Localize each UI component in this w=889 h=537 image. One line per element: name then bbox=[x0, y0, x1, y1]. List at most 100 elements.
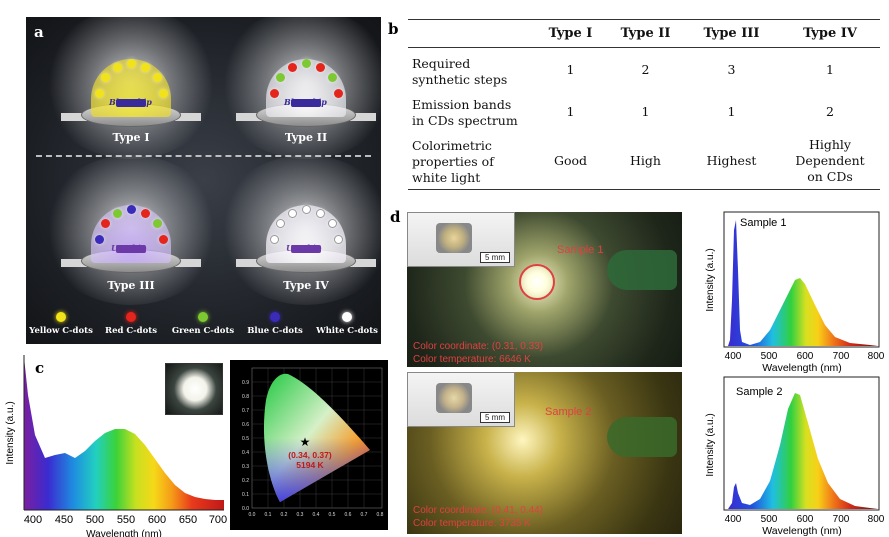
chip-label: Blue chip bbox=[284, 97, 327, 107]
cdots-legend: Yellow C-dots Red C-dots Green C-dots Bl… bbox=[26, 312, 381, 342]
spectrum-title: Sample 2 bbox=[736, 386, 782, 398]
table-cell: 1 bbox=[727, 103, 736, 119]
table-header: Type I bbox=[533, 19, 608, 48]
row-header: Required synthetic steps bbox=[412, 56, 508, 87]
table-row: Emission bands in CDs spectrum 1 1 1 2 bbox=[408, 91, 880, 132]
spectrum-xticks: 400 500 600 700 800 bbox=[725, 514, 885, 525]
panel-d-label: d bbox=[390, 208, 401, 226]
table-cell: 1 bbox=[566, 103, 575, 119]
color-temperature: Color temperature: 3735 K bbox=[413, 518, 531, 529]
glove bbox=[607, 417, 677, 457]
table-cell: Highest bbox=[683, 132, 780, 190]
xtick-label: 500 bbox=[86, 514, 104, 526]
cie-ytick: 0.8 bbox=[242, 394, 249, 400]
xtick-label: 650 bbox=[179, 514, 197, 526]
led-spot-circle bbox=[519, 264, 555, 300]
spectrum-xticks: 400 500 600 700 800 bbox=[725, 351, 885, 362]
xtick-label: 800 bbox=[868, 351, 885, 362]
cie-ytick: 0.9 bbox=[242, 380, 249, 386]
scale-bar: 5 mm bbox=[480, 252, 510, 263]
xtick-label: 600 bbox=[797, 351, 814, 362]
table-cell: Highly Dependent on CDs bbox=[780, 132, 880, 190]
type-4-label: Type IV bbox=[283, 279, 329, 292]
color-coordinate: Color coordinate: (0.41, 0.44) bbox=[413, 505, 544, 516]
panel-a-label: a bbox=[34, 23, 44, 41]
cie-yticks: 0.0 0.1 0.2 0.3 0.4 0.5 0.6 0.7 0.8 0.9 bbox=[242, 380, 249, 512]
panel-b-comparison-table: Type I Type II Type III Type IV Required… bbox=[400, 17, 880, 207]
type-1-label: Type I bbox=[112, 131, 150, 144]
panel-c-spectrum: c 400 450 500 550 600 650 bbox=[0, 355, 228, 537]
table-header: Type IV bbox=[780, 19, 880, 48]
y-axis-label: Intensity (a.u.) bbox=[705, 248, 716, 311]
xtick-label: 400 bbox=[725, 514, 742, 525]
legend-yellow: Yellow C-dots bbox=[26, 312, 96, 336]
sample-tag: Sample 1 bbox=[557, 244, 604, 256]
cie-ytick: 0.7 bbox=[242, 408, 249, 414]
cie-xtick: 0.0 bbox=[249, 512, 256, 518]
cie-xtick: 0.5 bbox=[329, 512, 336, 518]
table-header bbox=[408, 19, 533, 48]
xtick-label: 500 bbox=[761, 351, 778, 362]
cie-point-marker: ★ bbox=[300, 435, 311, 449]
cie-ytick: 0.2 bbox=[242, 478, 249, 484]
xtick-label: 500 bbox=[761, 514, 778, 525]
xtick-label: 400 bbox=[725, 351, 742, 362]
panel-c-label: c bbox=[35, 359, 45, 377]
table-row: Required synthetic steps 1 2 3 1 bbox=[408, 48, 880, 92]
cie-ytick: 0.0 bbox=[242, 506, 249, 512]
cie-xticks: 0.0 0.1 0.2 0.3 0.4 0.5 0.6 0.7 0.8 bbox=[249, 512, 384, 518]
panel-a-led-schematic: a Blue chip Type I Blue chip Type II bbox=[26, 17, 381, 344]
scale-bar: 5 mm bbox=[480, 412, 510, 423]
row-header: Emission bands in CDs spectrum bbox=[412, 97, 518, 128]
sample-2-spectrum-svg: Sample 2 400 500 600 700 800 Wavelength … bbox=[705, 376, 885, 537]
cie-ytick: 0.3 bbox=[242, 464, 249, 470]
led-photo-inset bbox=[165, 363, 223, 415]
table-cell: High bbox=[608, 132, 683, 190]
cie-point-label: (0.34, 0.37) bbox=[288, 450, 332, 460]
led-type-1: Blue chip bbox=[41, 17, 221, 159]
cie-xtick: 0.2 bbox=[281, 512, 288, 518]
xtick-label: 700 bbox=[833, 351, 850, 362]
table-row: Colorimetric properties of white light Goo… bbox=[408, 132, 880, 190]
legend-white: White C-dots bbox=[312, 312, 381, 336]
table-cell: 1 bbox=[641, 103, 650, 119]
led-photo-sample-1: 5 mm Sample 1 Color coordinate: (0.31, 0… bbox=[407, 212, 682, 367]
table-cell: 2 bbox=[826, 103, 834, 119]
table-cell: Good bbox=[533, 132, 608, 190]
spectrum-fill bbox=[728, 393, 878, 509]
x-axis-label: Wavelength (nm) bbox=[762, 525, 842, 537]
cie-ytick: 0.5 bbox=[242, 436, 249, 442]
xtick-label: 700 bbox=[833, 514, 850, 525]
xtick-label: 600 bbox=[797, 514, 814, 525]
color-temperature: Color temperature: 6646 K bbox=[413, 354, 531, 365]
led-type-3: UV chip bbox=[41, 155, 221, 305]
cie-xtick: 0.7 bbox=[361, 512, 368, 518]
row-header: Colorimetric properties of white light bbox=[408, 132, 533, 190]
y-axis-label: Intensity (a.u.) bbox=[5, 401, 16, 464]
dashed-divider bbox=[36, 155, 371, 157]
table-cell: 3 bbox=[727, 61, 736, 77]
panel-c-spectrum-svg: 400 450 500 550 600 650 700 Wavelength (… bbox=[5, 355, 227, 537]
xtick-label: 550 bbox=[117, 514, 135, 526]
y-axis-label: Intensity (a.u.) bbox=[705, 413, 716, 476]
chip-label: UV chip bbox=[111, 243, 147, 253]
sample-tag: Sample 2 bbox=[545, 406, 592, 418]
sample-2-spectrum: Sample 2 400 500 600 700 800 Wavelength … bbox=[700, 375, 885, 537]
legend-green: Green C-dots bbox=[168, 312, 238, 336]
cie-ytick: 0.6 bbox=[242, 422, 249, 428]
table-cell: 1 bbox=[566, 61, 575, 77]
legend-blue: Blue C-dots bbox=[240, 312, 310, 336]
type-2-label: Type II bbox=[284, 131, 328, 144]
cie-xtick: 0.3 bbox=[297, 512, 304, 518]
led-inset-photo: 5 mm bbox=[407, 212, 515, 267]
cie-xtick: 0.6 bbox=[345, 512, 352, 518]
cie-xtick: 0.4 bbox=[313, 512, 320, 518]
spectrum-fill bbox=[24, 357, 224, 510]
glove bbox=[607, 250, 677, 290]
cie-ytick: 0.1 bbox=[242, 492, 249, 498]
comparison-table: Type I Type II Type III Type IV Required… bbox=[408, 19, 880, 190]
led-inset-photo: 5 mm bbox=[407, 372, 515, 427]
spectrum-xticks: 400 450 500 550 600 650 700 bbox=[24, 514, 227, 526]
xtick-label: 800 bbox=[868, 514, 885, 525]
sample-1-spectrum: Sample 1 400 500 600 700 800 Wavelength … bbox=[700, 210, 885, 374]
